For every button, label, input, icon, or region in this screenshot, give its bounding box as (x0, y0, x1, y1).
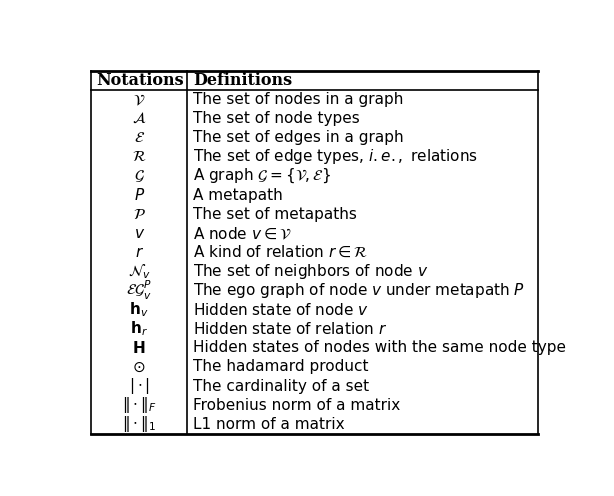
Text: A graph $\mathcal{G} = \{\mathcal{V}, \mathcal{E}\}$: A graph $\mathcal{G} = \{\mathcal{V}, \m… (193, 167, 331, 185)
Text: The set of node types: The set of node types (193, 111, 360, 126)
Text: $P$: $P$ (133, 187, 145, 203)
Text: $\|\cdot\|_F$: $\|\cdot\|_F$ (122, 395, 157, 415)
Text: $\|\cdot\|_1$: $\|\cdot\|_1$ (122, 414, 156, 434)
Text: $\mathcal{E}$: $\mathcal{E}$ (134, 130, 145, 145)
Text: $r$: $r$ (134, 245, 144, 260)
Text: $\mathcal{G}$: $\mathcal{G}$ (134, 168, 144, 184)
Text: $|\cdot|$: $|\cdot|$ (128, 376, 150, 396)
Text: $\mathcal{P}$: $\mathcal{P}$ (133, 207, 146, 222)
Text: The hadamard product: The hadamard product (193, 360, 368, 374)
Text: $\mathcal{EG}_v^P$: $\mathcal{EG}_v^P$ (126, 279, 152, 302)
Text: A metapath: A metapath (193, 187, 282, 202)
Text: A node $v \in \mathcal{V}$: A node $v \in \mathcal{V}$ (193, 225, 292, 241)
Text: $\mathbf{H}$: $\mathbf{H}$ (133, 340, 146, 356)
Text: $\odot$: $\odot$ (133, 360, 146, 374)
Text: $\mathcal{N}_v$: $\mathcal{N}_v$ (128, 262, 150, 281)
Text: $\mathbf{h}_r$: $\mathbf{h}_r$ (130, 319, 148, 338)
Text: The set of nodes in a graph: The set of nodes in a graph (193, 92, 403, 107)
Text: The set of neighbors of node $v$: The set of neighbors of node $v$ (193, 262, 428, 281)
Text: $\mathcal{A}$: $\mathcal{A}$ (132, 111, 146, 126)
Text: Hidden states of nodes with the same node type: Hidden states of nodes with the same nod… (193, 340, 566, 355)
Text: $\mathcal{V}$: $\mathcal{V}$ (133, 92, 146, 107)
Text: $\mathbf{h}_v$: $\mathbf{h}_v$ (130, 300, 149, 319)
Text: The ego graph of node $v$ under metapath $P$: The ego graph of node $v$ under metapath… (193, 281, 525, 300)
Text: The set of metapaths: The set of metapaths (193, 207, 357, 222)
Text: The cardinality of a set: The cardinality of a set (193, 378, 369, 393)
Text: $v$: $v$ (133, 226, 145, 241)
Text: Hidden state of relation $r$: Hidden state of relation $r$ (193, 321, 387, 337)
Text: Definitions: Definitions (193, 72, 292, 89)
Text: $\mathcal{R}$: $\mathcal{R}$ (132, 149, 146, 164)
Text: L1 norm of a matrix: L1 norm of a matrix (193, 417, 344, 432)
Text: Notations: Notations (96, 72, 184, 89)
Text: Frobenius norm of a matrix: Frobenius norm of a matrix (193, 398, 400, 413)
Text: Hidden state of node $v$: Hidden state of node $v$ (193, 302, 369, 317)
Text: The set of edge types, $\mathit{i.e.,}$ relations: The set of edge types, $\mathit{i.e.,}$ … (193, 147, 478, 167)
Text: A kind of relation $r \in \mathcal{R}$: A kind of relation $r \in \mathcal{R}$ (193, 245, 368, 260)
Text: The set of edges in a graph: The set of edges in a graph (193, 130, 403, 145)
